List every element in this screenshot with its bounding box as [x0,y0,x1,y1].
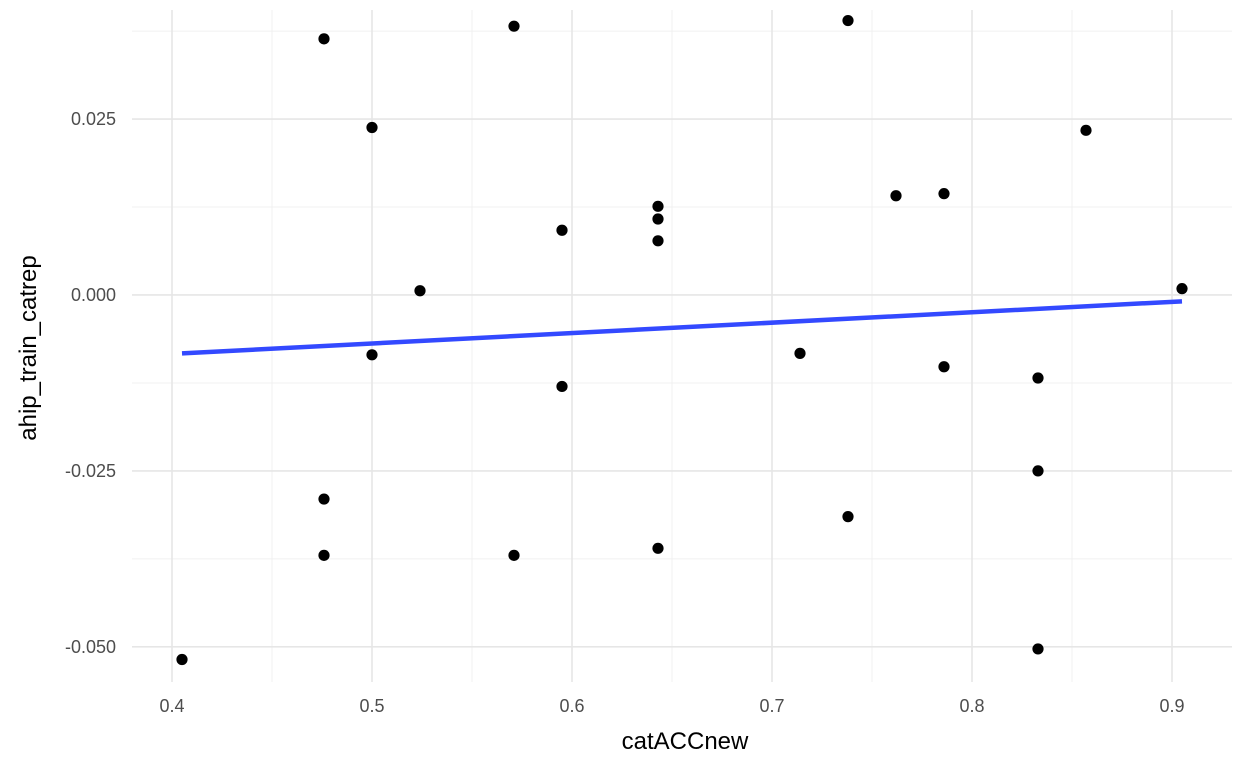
y-tick-label: 0.000 [71,285,116,305]
x-tick-label: 0.7 [759,696,784,716]
data-point [652,200,664,212]
data-point [1032,643,1044,655]
data-point [652,235,664,247]
x-tick-label: 0.5 [359,696,384,716]
data-point [1176,283,1188,295]
data-point [652,213,664,225]
x-axis-title: catACCnew [622,728,749,755]
regression-line [181,299,1183,356]
y-tick-label: 0.025 [71,109,116,129]
fit-line-layer [181,299,1183,356]
y-tick-label: -0.025 [65,461,116,481]
data-point [794,347,806,359]
data-points [176,14,1188,666]
data-point [842,14,854,27]
data-point [318,549,330,561]
minor-gridlines [132,10,1232,682]
data-point [1080,124,1092,136]
x-tick-label: 0.9 [1159,696,1184,716]
data-point [938,188,950,200]
data-point [938,361,950,373]
data-point [556,380,568,393]
data-point [176,653,188,666]
data-point [1032,372,1044,384]
data-point [1032,465,1044,477]
y-axis-title: ahip_train_catrep [15,255,42,440]
data-point [652,542,664,554]
data-point [414,285,426,297]
x-axis-tick-labels: 0.4 0.5 0.6 0.7 0.8 0.9 [159,696,1184,716]
data-point [890,190,902,202]
data-point [318,33,330,45]
y-axis-tick-labels: -0.050 -0.025 0.000 0.025 [65,109,116,657]
x-tick-label: 0.6 [559,696,584,716]
data-point [318,493,330,505]
data-point [842,511,854,523]
x-tick-label: 0.8 [959,696,984,716]
y-tick-label: -0.050 [65,637,116,657]
data-point [366,121,378,134]
data-point [508,549,520,561]
data-point [556,224,568,236]
x-tick-label: 0.4 [159,696,184,716]
data-point [366,349,378,361]
data-point [508,20,520,32]
